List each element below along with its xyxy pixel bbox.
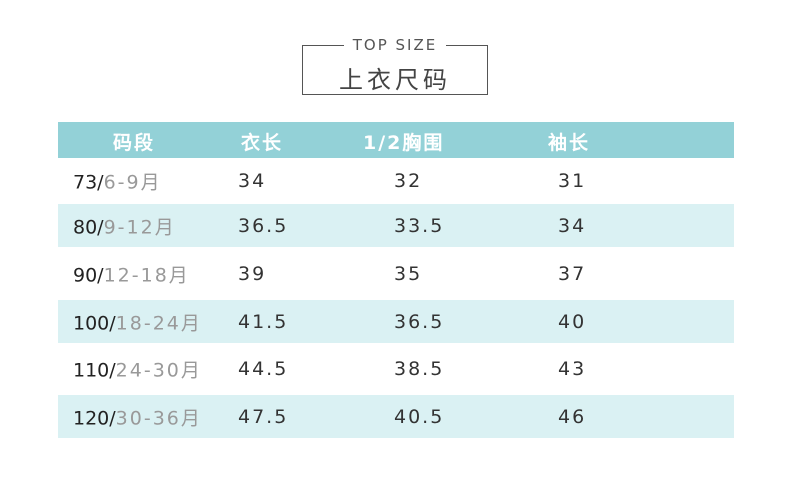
table-header: 码段 衣长 1/2胸围 袖长: [58, 122, 734, 158]
sleeve-cell: 40: [558, 310, 587, 333]
header-length: 衣长: [241, 132, 284, 154]
size-value: 120/: [73, 407, 116, 429]
length-cell: 39: [238, 262, 267, 285]
size-value: 80/: [73, 216, 104, 238]
table-row: 110/24-30月 44.5 38.5 43: [58, 343, 734, 395]
chest-cell: 33.5: [394, 214, 445, 237]
age-range: 6-9月: [103, 171, 162, 194]
sleeve-cell: 34: [558, 214, 587, 237]
chest-cell: 38.5: [394, 358, 445, 380]
table-row: 100/18-24月 41.5 36.5 40: [58, 300, 734, 343]
size-value: 100/: [73, 312, 116, 334]
length-cell: 41.5: [238, 310, 289, 333]
table-row: 80/9-12月 36.5 33.5 34: [58, 204, 734, 247]
length-cell: 34: [238, 170, 267, 192]
sleeve-cell: 46: [558, 405, 587, 428]
header-sleeve: 袖长: [548, 132, 591, 154]
size-cell: 120/30-36月: [73, 403, 202, 430]
size-cell: 80/9-12月: [73, 212, 176, 239]
size-value: 90/: [73, 264, 104, 286]
sleeve-cell: 31: [558, 170, 587, 192]
title-frame: [302, 45, 488, 95]
age-range: 9-12月: [103, 216, 176, 238]
chest-cell: 32: [394, 170, 423, 192]
header-chest: 1/2胸围: [363, 132, 445, 154]
header-size: 码段: [113, 132, 156, 154]
age-range: 18-24月: [115, 312, 202, 334]
title-frame-line-right: [446, 45, 488, 46]
chest-cell: 40.5: [394, 405, 445, 428]
size-cell: 110/24-30月: [73, 356, 202, 383]
size-cell: 90/12-18月: [73, 260, 190, 287]
age-range: 30-36月: [115, 407, 202, 429]
page-title: 上衣尺码: [339, 66, 451, 94]
sleeve-cell: 43: [558, 358, 587, 380]
size-cell: 73/6-9月: [73, 168, 162, 195]
size-cell: 100/18-24月: [73, 308, 202, 335]
title-frame-line-left: [302, 45, 344, 46]
age-range: 24-30月: [115, 359, 202, 382]
chest-cell: 36.5: [394, 310, 445, 333]
length-cell: 36.5: [238, 214, 289, 237]
length-cell: 47.5: [238, 405, 289, 428]
table-row: 90/12-18月 39 35 37: [58, 247, 734, 300]
length-cell: 44.5: [238, 358, 289, 380]
subtitle: TOP SIZE: [352, 36, 438, 54]
table-row: 120/30-36月 47.5 40.5 46: [58, 395, 734, 438]
chest-cell: 35: [394, 262, 423, 285]
sleeve-cell: 37: [558, 262, 587, 285]
size-value: 73/: [73, 171, 104, 194]
table-row: 73/6-9月 34 32 31: [58, 158, 734, 204]
size-value: 110/: [73, 359, 116, 382]
age-range: 12-18月: [103, 264, 190, 286]
